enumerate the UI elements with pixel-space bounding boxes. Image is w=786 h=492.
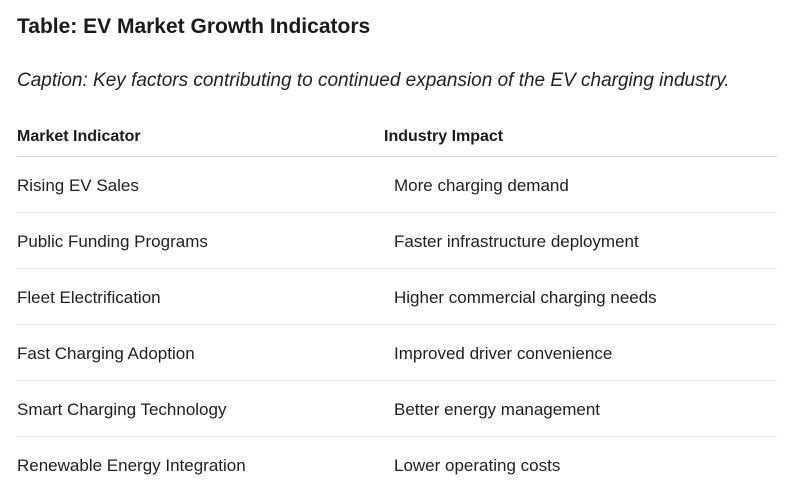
- table-row: Smart Charging Technology Better energy …: [17, 381, 777, 437]
- header-market-indicator: Market Indicator: [17, 128, 141, 145]
- header-industry-impact: Industry Impact: [384, 128, 504, 145]
- market-indicator-cell: Fast Charging Adoption: [17, 344, 195, 363]
- industry-impact-cell: Improved driver convenience: [394, 344, 613, 363]
- market-indicator-cell: Public Funding Programs: [17, 232, 208, 251]
- market-indicator-cell: Smart Charging Technology: [17, 400, 227, 419]
- market-indicator-cell: Renewable Energy Integration: [17, 456, 246, 475]
- industry-impact-cell: Better energy management: [394, 400, 601, 419]
- industry-impact-cell: Lower operating costs: [394, 456, 561, 475]
- table-row: Renewable Energy Integration Lower opera…: [17, 437, 777, 492]
- industry-impact-cell: Higher commercial charging needs: [394, 288, 657, 307]
- market-indicator-cell: Rising EV Sales: [17, 176, 139, 195]
- table-header-row: Market Indicator Industry Impact: [17, 122, 777, 157]
- market-indicator-cell: Fleet Electrification: [17, 288, 161, 307]
- table-row: Rising EV Sales More charging demand: [17, 157, 777, 213]
- table-row: Public Funding Programs Faster infrastru…: [17, 213, 777, 269]
- table-title: Table: EV Market Growth Indicators: [17, 15, 371, 38]
- industry-impact-cell: More charging demand: [394, 176, 569, 195]
- table-caption: Caption: Key factors contributing to con…: [17, 70, 730, 91]
- table-row: Fleet Electrification Higher commercial …: [17, 269, 777, 325]
- industry-impact-cell: Faster infrastructure deployment: [394, 232, 639, 251]
- table-row: Fast Charging Adoption Improved driver c…: [17, 325, 777, 381]
- ev-market-table: Market Indicator Industry Impact Rising …: [17, 122, 777, 492]
